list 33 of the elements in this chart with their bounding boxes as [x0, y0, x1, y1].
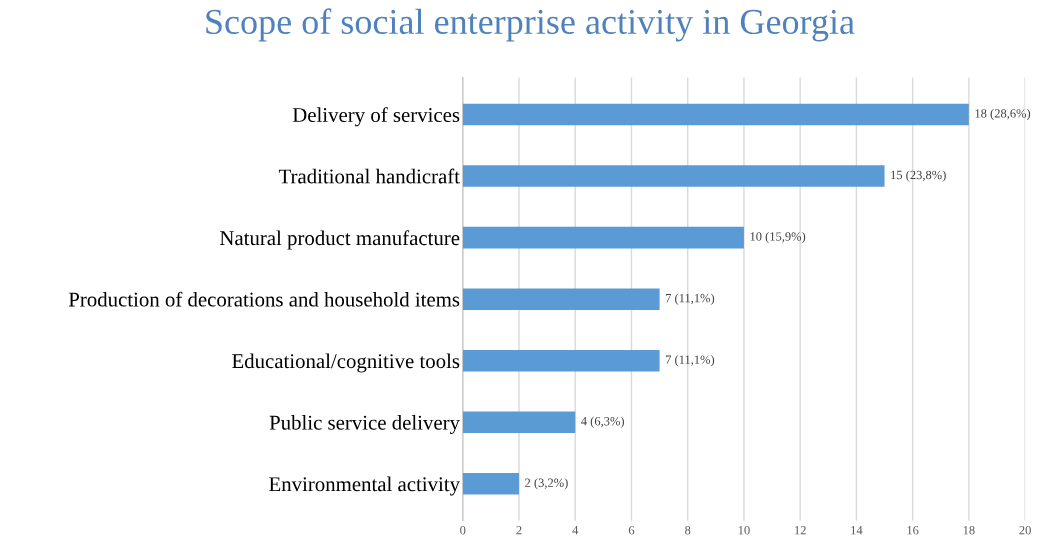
- x-tick-label: 4: [572, 526, 579, 535]
- data-label: 18 (28,6%): [975, 108, 1031, 121]
- x-tick-label: 2: [516, 526, 522, 535]
- bar: [462, 473, 520, 495]
- y-tick-label: Traditional handicraft: [278, 168, 460, 184]
- bar: [462, 103, 969, 126]
- x-tick-label: 6: [628, 526, 635, 535]
- x-tick-label: 12: [795, 526, 806, 535]
- x-tick-label: 10: [738, 525, 750, 535]
- chart-title: Scope of social enterprise activity in Georgia: [206, 8, 855, 42]
- x-tick-label: 16: [907, 526, 919, 535]
- y-tick-label: Educational/cognitive tools: [232, 353, 460, 373]
- y-tick-label: Production of decorations and household items: [68, 291, 460, 307]
- data-label: 7 (11,1%): [665, 355, 715, 367]
- bar: [462, 226, 744, 249]
- data-label: 4 (6,3%): [581, 416, 624, 428]
- y-tick-label: Public service delivery: [269, 415, 460, 434]
- data-label: 2 (3,2%): [525, 478, 568, 490]
- bar: [462, 349, 660, 372]
- y-tick-label: Delivery of services: [292, 107, 460, 127]
- bar: [462, 288, 660, 310]
- x-tick-label: 18: [963, 525, 975, 535]
- x-tick-label: 8: [685, 525, 691, 535]
- bar: [462, 411, 576, 434]
- x-tick-label: 14: [851, 526, 863, 535]
- bar: [462, 165, 885, 187]
- data-label: 15 (23,8%): [891, 170, 946, 182]
- y-tick-label: Natural product manufacture: [219, 230, 460, 250]
- data-label: 7 (11,1%): [665, 293, 715, 305]
- data-label: 10 (15,9%): [750, 231, 806, 244]
- x-tick-label: 0: [460, 525, 466, 535]
- y-tick-label: Environmental activity: [269, 476, 460, 496]
- x-tick-label: 20: [1019, 525, 1031, 535]
